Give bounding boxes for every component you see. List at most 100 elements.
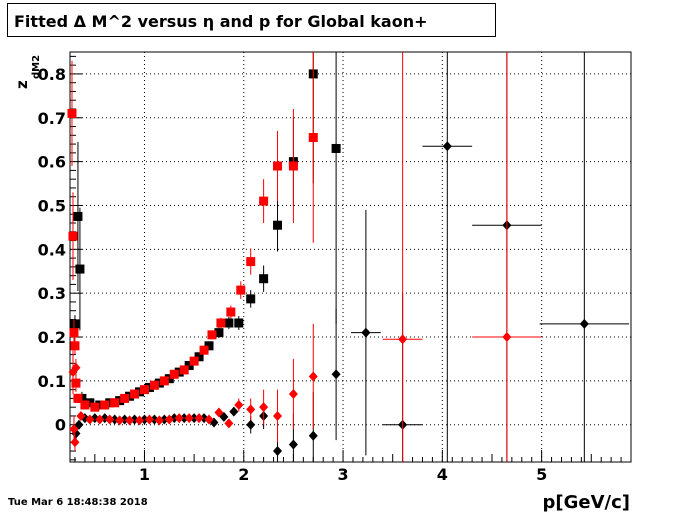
y-tick-label: 0.5	[38, 196, 66, 215]
data-point	[234, 398, 244, 412]
diamond-marker	[115, 415, 125, 426]
diamond-marker	[125, 415, 135, 426]
diamond-marker	[135, 415, 145, 426]
data-point	[229, 406, 239, 417]
square-marker	[110, 398, 120, 408]
data-point	[72, 393, 82, 404]
square-marker	[120, 393, 130, 403]
diamond-marker	[259, 402, 269, 413]
square-marker	[68, 231, 78, 241]
square-marker	[259, 274, 269, 284]
data-point	[184, 361, 194, 371]
diamond-marker	[224, 418, 234, 429]
y-tick-label: 0.8	[38, 65, 66, 84]
axes: 1 2 3 4 5 0 0.1 0.2 0.3 0.4 0.5 0.6 0.7 0.8	[38, 55, 632, 484]
data-point	[174, 413, 184, 424]
data-point	[539, 52, 630, 462]
data-point	[199, 345, 209, 355]
data-point	[214, 407, 224, 418]
data-point	[67, 60, 77, 167]
y-tick-label: 0	[55, 416, 66, 435]
square-marker	[259, 196, 269, 206]
square-marker	[194, 352, 204, 362]
diamond-marker	[189, 413, 199, 424]
data-point	[246, 248, 256, 275]
diamond-marker	[95, 414, 105, 425]
data-point	[273, 130, 283, 202]
diamond-marker	[204, 414, 214, 425]
data-point	[273, 198, 283, 252]
diamond-marker	[246, 404, 256, 415]
y-tick-label: 0.3	[38, 284, 66, 303]
diamond-marker	[331, 369, 341, 380]
square-marker	[204, 341, 214, 351]
square-marker	[69, 328, 79, 338]
diamond-marker	[229, 406, 239, 417]
square-marker	[224, 318, 234, 328]
y-axis-title: z	[13, 80, 31, 89]
data-point	[105, 398, 115, 408]
square-marker	[70, 319, 80, 329]
diamond-marker	[246, 419, 256, 430]
data-point	[68, 192, 78, 281]
x-tick-label: 1	[139, 465, 150, 484]
diamond-marker	[70, 437, 80, 448]
diamond-marker	[144, 414, 154, 425]
data-point	[224, 418, 234, 429]
square-marker	[331, 143, 341, 153]
grid	[70, 52, 631, 462]
square-marker	[125, 391, 135, 401]
data-point	[273, 389, 283, 443]
data-point	[125, 415, 135, 426]
data-point	[207, 330, 217, 340]
data-point	[71, 374, 81, 392]
data-point	[226, 305, 236, 319]
data-point	[105, 414, 115, 425]
square-marker	[154, 378, 164, 388]
data-point	[135, 387, 145, 397]
data-point	[115, 396, 125, 406]
diamond-marker	[179, 413, 189, 424]
diamond-marker	[154, 415, 164, 426]
x-tick-label: 3	[337, 465, 348, 484]
data-point	[135, 415, 145, 426]
data-point	[224, 316, 234, 330]
data-point	[194, 413, 204, 424]
data-point	[164, 414, 174, 425]
square-marker	[234, 318, 244, 328]
data-point	[259, 265, 269, 292]
square-marker	[199, 345, 209, 355]
square-marker	[246, 257, 256, 267]
data-point	[204, 414, 214, 425]
x-tick-label: 5	[536, 465, 547, 484]
y-axis-title-exponent: dM2	[31, 55, 42, 79]
data-point	[350, 209, 381, 456]
diamond-marker	[234, 399, 244, 410]
square-marker	[80, 400, 90, 410]
data-point	[85, 398, 95, 408]
diamond-marker	[361, 327, 371, 338]
diamond-marker	[184, 413, 194, 424]
square-marker	[164, 374, 174, 384]
diamond-marker	[579, 318, 589, 329]
square-marker	[95, 400, 105, 410]
data-point	[144, 382, 154, 392]
data-point	[95, 400, 105, 410]
timestamp: Tue Mar 6 18:48:38 2018	[8, 497, 148, 508]
data-point	[164, 374, 174, 384]
data-point	[331, 308, 341, 441]
square-marker	[236, 285, 246, 295]
data-point	[214, 327, 224, 338]
data-point	[139, 385, 149, 395]
diamond-marker	[174, 413, 184, 424]
data-point	[174, 367, 184, 377]
data-point	[216, 317, 226, 329]
data-point	[189, 413, 199, 424]
data-point	[472, 52, 542, 462]
data-point	[259, 389, 269, 425]
diamond-marker	[71, 362, 81, 373]
data-point	[154, 378, 164, 388]
diamond-marker	[214, 407, 224, 418]
diamond-marker	[398, 334, 408, 345]
diamond-marker	[72, 393, 82, 404]
